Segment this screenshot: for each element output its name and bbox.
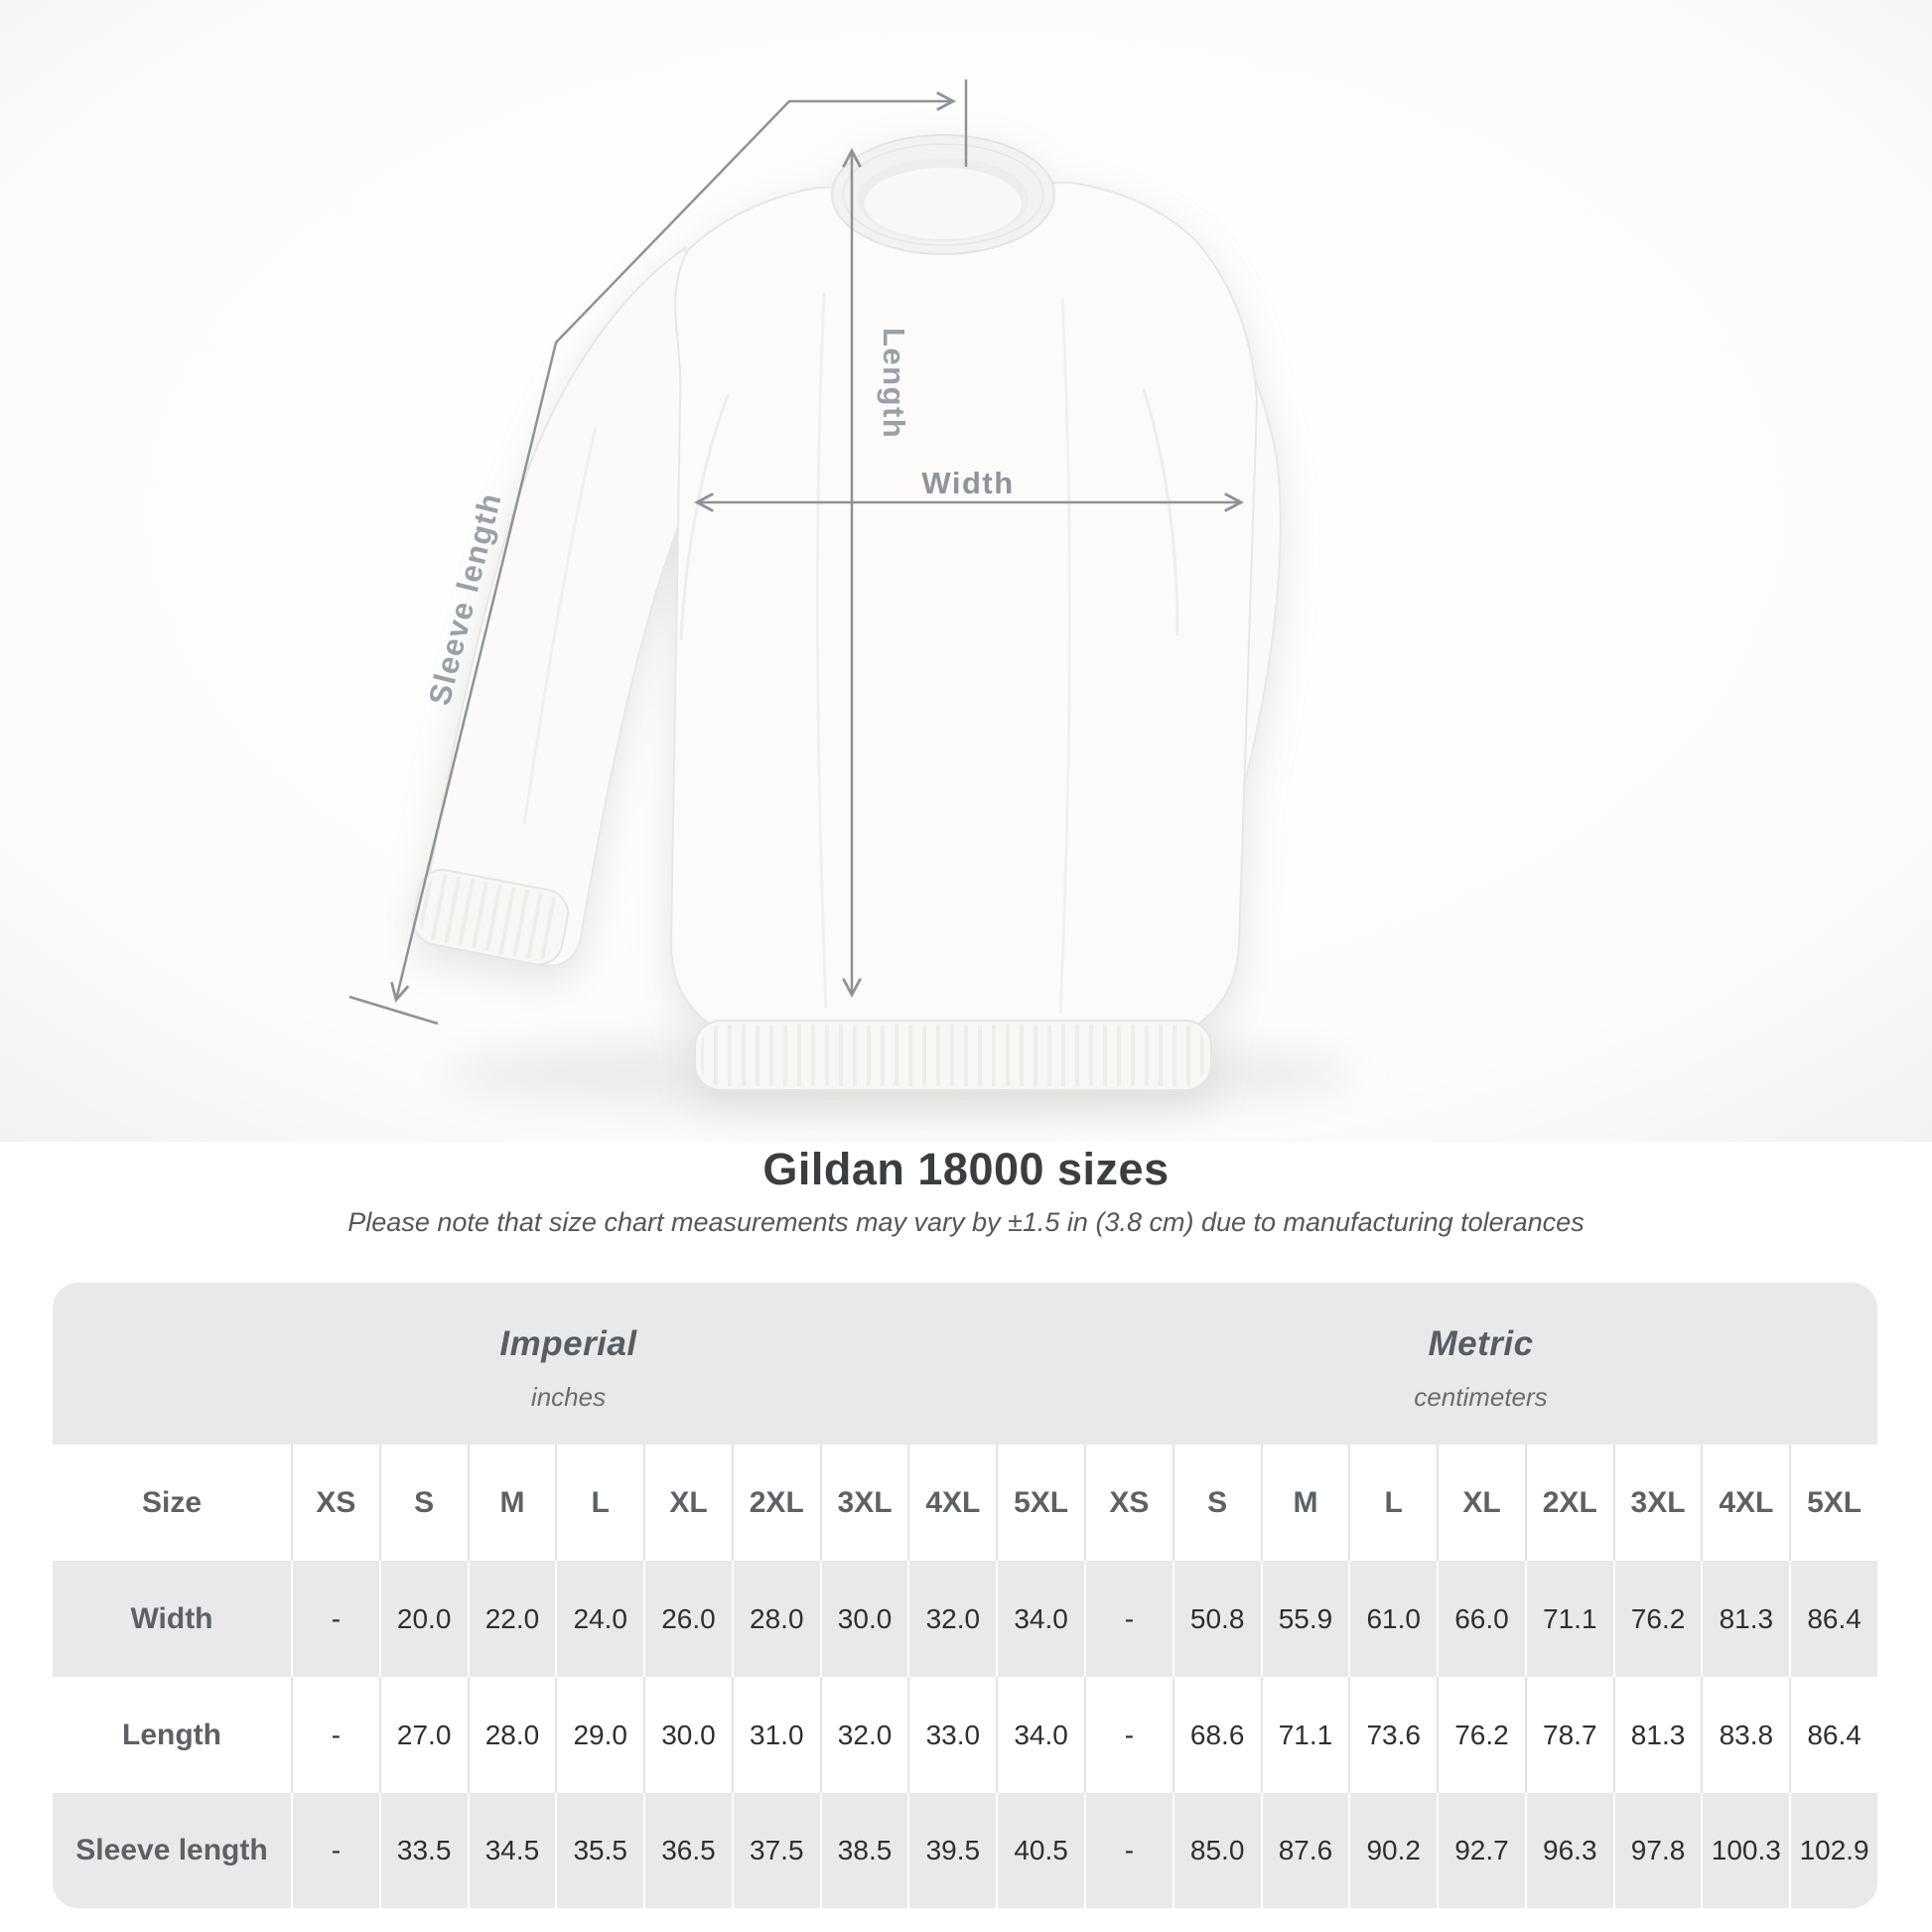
cuff-end-tick [348,995,439,1026]
cell-width-imperial-m: 22.0 [467,1561,556,1677]
size-header-metric-5xl: 5XL [1789,1445,1877,1561]
size-header-metric-2xl: 2XL [1524,1445,1613,1561]
collar [831,134,1055,255]
cell-sleeve-length-metric-xs: - [1084,1793,1173,1908]
cell-sleeve-length-metric-m: 87.6 [1260,1793,1349,1908]
cell-length-imperial-5xl: 34.0 [996,1677,1084,1793]
cell-sleeve-length-imperial-m: 34.5 [467,1793,556,1908]
size-chart-table: Imperial inches Metric centimeters Size X… [53,1283,1877,1908]
cell-sleeve-length-metric-xl: 92.7 [1437,1793,1525,1908]
cell-length-metric-m: 71.1 [1260,1677,1349,1793]
row-label-length: Length [122,1718,221,1751]
cell-sleeve-length-imperial-s: 33.5 [378,1793,468,1908]
cell-length-imperial-3xl: 32.0 [819,1677,908,1793]
size-header-imperial-4xl: 4XL [907,1445,996,1561]
cell-width-imperial-4xl: 32.0 [907,1561,997,1677]
cell-length-metric-xl: 76.2 [1437,1677,1525,1793]
garment-measurement-diagram: Length Width Sleeve length [0,0,1932,1142]
cell-sleeve-length-metric-4xl: 100.3 [1701,1793,1790,1908]
width-label: Width [921,466,1014,500]
size-header-metric-s: S [1172,1445,1261,1561]
sweatshirt-diagram-svg: Length Width Sleeve length [0,0,1932,1142]
cell-width-imperial-2xl: 28.0 [731,1561,820,1677]
measurement-lines [348,79,1244,1026]
cell-width-imperial-s: 20.0 [378,1561,468,1677]
size-header-metric-4xl: 4XL [1701,1445,1789,1561]
size-header-metric-3xl: 3XL [1612,1445,1702,1561]
hem-band [694,1020,1212,1091]
imperial-group-label: Imperial [499,1324,637,1363]
row-label-sleeve-length: Sleeve length [53,1793,291,1908]
cell-length-metric-3xl: 81.3 [1612,1677,1702,1793]
size-header-imperial-l: L [555,1445,643,1561]
cell-width-metric-l: 61.0 [1348,1561,1438,1677]
size-header-imperial-xl: XL [643,1445,732,1561]
cell-sleeve-length-imperial-3xl: 38.5 [819,1793,908,1908]
cell-length-imperial-2xl: 31.0 [731,1677,820,1793]
cell-sleeve-length-imperial-xl: 36.5 [643,1793,732,1908]
cell-sleeve-length-imperial-xs: - [291,1793,379,1908]
cell-sleeve-length-metric-l: 90.2 [1348,1793,1438,1908]
row-label-width: Width [53,1561,291,1677]
cell-length-metric-5xl: 86.4 [1789,1677,1877,1793]
cell-length-metric-4xl: 83.8 [1701,1677,1789,1793]
size-header-imperial-m: M [467,1445,556,1561]
size-header-metric-m: M [1260,1445,1349,1561]
size-header-imperial-2xl: 2XL [731,1445,820,1561]
cell-length-imperial-xs: - [291,1677,379,1793]
size-header-imperial-3xl: 3XL [819,1445,908,1561]
cell-length-metric-s: 68.6 [1172,1677,1261,1793]
cell-width-metric-2xl: 71.1 [1524,1561,1613,1677]
cell-width-imperial-3xl: 30.0 [819,1561,908,1677]
tolerance-note: Please note that size chart measurements… [347,1207,1585,1237]
cell-width-metric-4xl: 81.3 [1701,1561,1790,1677]
metric-group-header: Metric centimeters [1084,1283,1877,1445]
cell-width-metric-3xl: 76.2 [1612,1561,1702,1677]
cell-width-metric-5xl: 86.4 [1789,1561,1877,1677]
size-header-imperial-5xl: 5XL [996,1445,1084,1561]
cell-sleeve-length-imperial-l: 35.5 [555,1793,644,1908]
cell-length-metric-xs: - [1084,1677,1173,1793]
cell-length-imperial-xl: 30.0 [643,1677,732,1793]
cell-length-imperial-l: 29.0 [555,1677,643,1793]
sleeve-measure-line [390,91,956,1003]
cell-sleeve-length-metric-5xl: 102.9 [1789,1793,1877,1908]
cell-sleeve-length-imperial-2xl: 37.5 [731,1793,820,1908]
cell-sleeve-length-metric-2xl: 96.3 [1524,1793,1613,1908]
cell-width-imperial-l: 24.0 [555,1561,644,1677]
size-header-metric-xl: XL [1437,1445,1525,1561]
metric-group-label: Metric [1428,1324,1534,1363]
size-header-metric-l: L [1348,1445,1437,1561]
cell-width-metric-m: 55.9 [1260,1561,1349,1677]
cell-sleeve-length-metric-3xl: 97.8 [1612,1793,1702,1908]
cell-width-imperial-xl: 26.0 [643,1561,732,1677]
cell-width-metric-s: 50.8 [1172,1561,1261,1677]
cell-sleeve-length-metric-s: 85.0 [1172,1793,1261,1908]
size-header-metric-xs: XS [1084,1445,1173,1561]
size-row-header: Size [141,1485,203,1519]
cell-length-imperial-s: 27.0 [378,1677,468,1793]
size-header-imperial-xs: XS [291,1445,379,1561]
metric-group-unit: centimeters [1414,1382,1548,1412]
cell-width-imperial-5xl: 34.0 [996,1561,1084,1677]
cell-length-imperial-4xl: 33.0 [907,1677,996,1793]
imperial-group-unit: inches [530,1382,607,1412]
size-header-imperial-s: S [378,1445,468,1561]
cell-length-imperial-m: 28.0 [467,1677,556,1793]
torso [669,181,1259,1043]
imperial-group-header: Imperial inches [53,1283,1084,1445]
cell-width-imperial-xs: - [291,1561,379,1677]
cell-sleeve-length-imperial-4xl: 39.5 [907,1793,997,1908]
cell-length-metric-l: 73.6 [1348,1677,1437,1793]
cell-length-metric-2xl: 78.7 [1524,1677,1613,1793]
cell-width-metric-xs: - [1084,1561,1173,1677]
cell-sleeve-length-imperial-5xl: 40.5 [996,1793,1084,1908]
cell-width-metric-xl: 66.0 [1437,1561,1525,1677]
page-title: Gildan 18000 sizes [762,1144,1170,1194]
length-label: Length [877,328,911,439]
